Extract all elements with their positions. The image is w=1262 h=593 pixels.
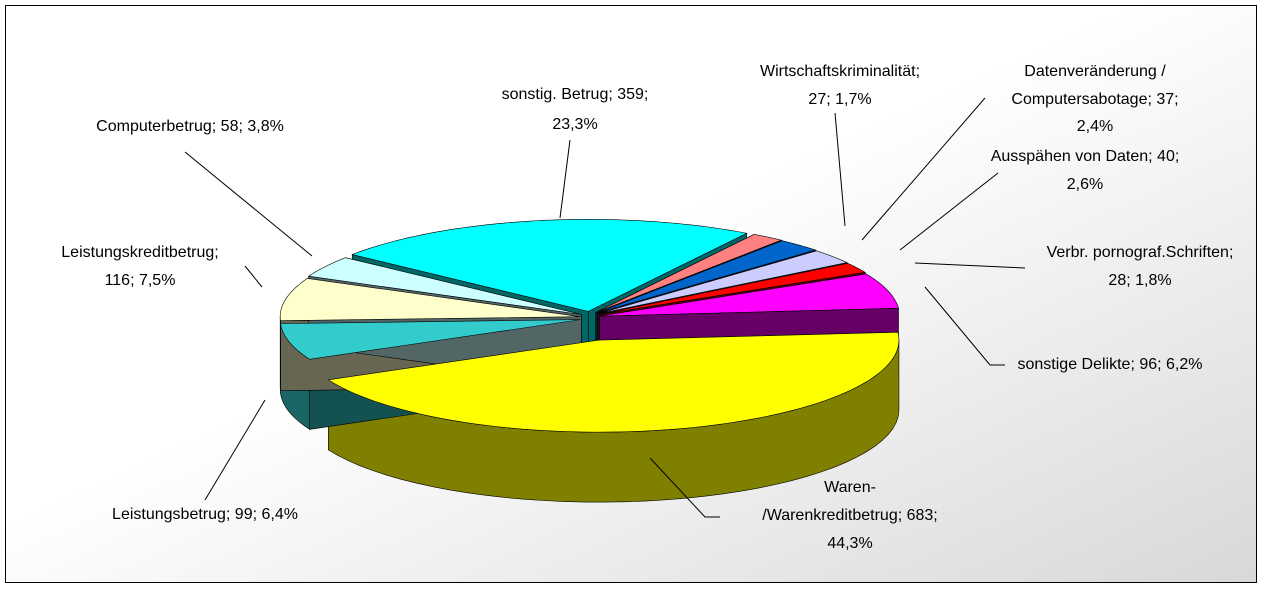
data-label: sonstige Delikte; 96; 6,2% bbox=[1018, 356, 1203, 373]
data-label: sonstig. Betrug; 359; bbox=[502, 86, 649, 103]
data-label: Leistungsbetrug; 99; 6,4% bbox=[112, 506, 298, 523]
data-label: Waren- bbox=[824, 479, 876, 496]
data-label: Computerbetrug; 58; 3,8% bbox=[96, 118, 284, 135]
data-label: 28; 1,8% bbox=[1108, 272, 1171, 289]
data-label: 27; 1,7% bbox=[808, 91, 871, 108]
data-label: 2,4% bbox=[1077, 118, 1113, 135]
data-label: Ausspähen von Daten; 40; bbox=[991, 148, 1180, 165]
data-label: 116; 7,5% bbox=[105, 272, 176, 289]
data-label: Wirtschaftskriminalität; bbox=[760, 63, 920, 80]
data-label: Datenveränderung / bbox=[1024, 63, 1166, 80]
data-label: 2,6% bbox=[1067, 176, 1103, 193]
data-label: 23,3% bbox=[552, 116, 597, 133]
data-label: /Warenkreditbetrug; 683; bbox=[762, 507, 938, 524]
data-label: 44,3% bbox=[827, 535, 872, 552]
data-label: Verbr. pornograf.Schriften; bbox=[1047, 244, 1234, 261]
data-label: Computersabotage; 37; bbox=[1011, 91, 1178, 108]
pie bbox=[280, 219, 899, 502]
data-label: Leistungskreditbetrug; bbox=[61, 244, 218, 261]
